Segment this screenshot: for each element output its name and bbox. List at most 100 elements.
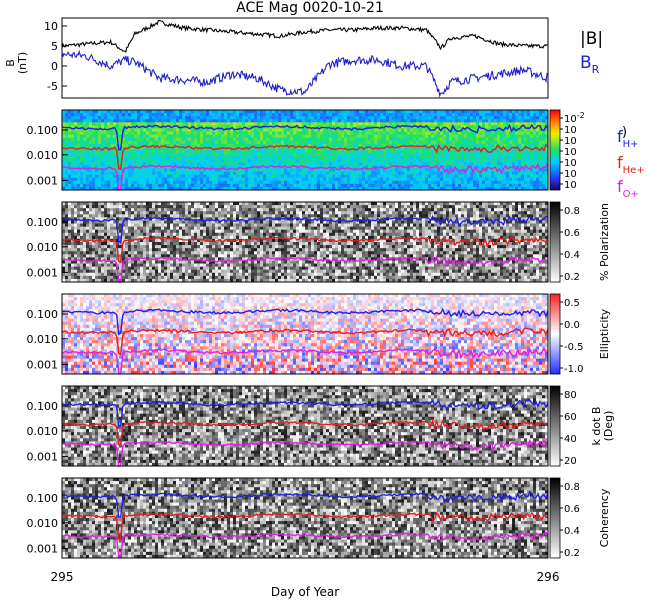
heatmap-cell	[260, 168, 264, 172]
heatmap-cell	[233, 150, 237, 154]
heatmap-cell	[425, 131, 429, 136]
heatmap-cell	[530, 208, 534, 212]
heatmap-cell	[113, 150, 117, 154]
heatmap-cell	[425, 159, 429, 163]
heatmap-cell	[263, 211, 267, 215]
heatmap-cell	[188, 134, 192, 139]
heatmap-cell	[299, 171, 303, 176]
heatmap-cell	[371, 183, 375, 188]
heatmap-cell	[212, 134, 216, 139]
heatmap-cell	[446, 177, 450, 182]
heatmap-cell	[467, 116, 471, 120]
heatmap-cell	[248, 153, 252, 157]
heatmap-cell	[371, 134, 375, 139]
heatmap-cell	[74, 116, 78, 120]
heatmap-cell	[98, 153, 102, 157]
heatmap-cell	[173, 211, 177, 215]
heatmap-cell	[422, 122, 426, 126]
heatmap-cell	[425, 143, 429, 148]
heatmap-cell	[278, 156, 282, 160]
heatmap-cell	[419, 168, 423, 172]
heatmap-cell	[452, 208, 456, 212]
heatmap-cell	[167, 202, 171, 206]
heatmap-cell	[80, 143, 84, 148]
heatmap-cell	[260, 128, 264, 132]
heatmap-cell	[227, 168, 231, 172]
heatmap-cell	[98, 211, 102, 215]
heatmap-cell	[203, 186, 207, 191]
heatmap-cell	[332, 168, 336, 172]
heatmap-cell	[74, 208, 78, 212]
heatmap-cell	[218, 180, 222, 185]
heatmap-cell	[320, 186, 324, 191]
heatmap-cell	[539, 156, 543, 160]
heatmap-cell	[311, 128, 315, 132]
heatmap-cell	[110, 159, 114, 163]
heatmap-cell	[368, 146, 372, 151]
heatmap-cell	[542, 211, 546, 215]
heatmap-cell	[146, 168, 150, 172]
heatmap-cell	[140, 177, 144, 182]
heatmap-cell	[455, 150, 459, 154]
heatmap-cell	[215, 205, 219, 209]
heatmap-cell	[143, 150, 147, 154]
heatmap-cell	[539, 202, 543, 206]
heatmap-cell	[341, 119, 345, 123]
heatmap-cell	[545, 205, 549, 209]
heatmap-cell	[236, 131, 240, 136]
heatmap-cell	[536, 110, 540, 114]
heatmap-cell	[155, 134, 159, 139]
heatmap-cell	[452, 143, 456, 148]
heatmap-cell	[203, 165, 207, 169]
heatmap-cell	[320, 143, 324, 148]
heatmap-cell	[398, 131, 402, 136]
heatmap-cell	[356, 174, 360, 179]
heatmap-cell	[80, 186, 84, 191]
heatmap-cell	[263, 122, 267, 126]
heatmap-cell	[152, 128, 156, 132]
heatmap-cell	[74, 110, 78, 114]
heatmap-cell	[302, 162, 306, 166]
heatmap-cell	[491, 171, 495, 176]
heatmap-cell	[440, 186, 444, 191]
heatmap-cell	[137, 202, 141, 206]
heatmap-cell	[461, 183, 465, 188]
heatmap-cell	[158, 208, 162, 212]
heatmap-cell	[347, 183, 351, 188]
heatmap-cell	[473, 110, 477, 114]
heatmap-cell	[251, 177, 255, 182]
heatmap-cell	[296, 159, 300, 163]
heatmap-cell	[200, 113, 204, 117]
heatmap-cell	[149, 168, 153, 172]
heatmap-cell	[452, 122, 456, 126]
heatmap-cell	[158, 183, 162, 188]
heatmap-cell	[128, 128, 132, 132]
freq-ytick-label: 0.100	[27, 124, 59, 137]
heatmap-cell	[176, 122, 180, 126]
heatmap-cell	[527, 137, 531, 142]
heatmap-cell	[143, 159, 147, 163]
heatmap-cell	[482, 134, 486, 139]
heatmap-cell	[128, 122, 132, 126]
heatmap-cell	[119, 159, 123, 163]
heatmap-cell	[434, 128, 438, 132]
heatmap-cell	[350, 180, 354, 185]
heatmap-cell	[527, 131, 531, 136]
heatmap-cell	[497, 153, 501, 157]
heatmap-cell	[527, 174, 531, 179]
heatmap-cell	[104, 159, 108, 163]
heatmap-cell	[308, 140, 312, 145]
heatmap-cell	[203, 174, 207, 179]
heatmap-cell	[395, 165, 399, 169]
heatmap-cell	[179, 171, 183, 176]
heatmap-cell	[62, 183, 66, 188]
heatmap-cell	[410, 159, 414, 163]
heatmap-cell	[473, 205, 477, 209]
heatmap-cell	[242, 128, 246, 132]
heatmap-cell	[482, 168, 486, 172]
heatmap-cell	[542, 180, 546, 185]
heatmap-cell	[224, 177, 228, 182]
heatmap-cell	[518, 165, 522, 169]
heatmap-cell	[452, 150, 456, 154]
heatmap-cell	[74, 165, 78, 169]
